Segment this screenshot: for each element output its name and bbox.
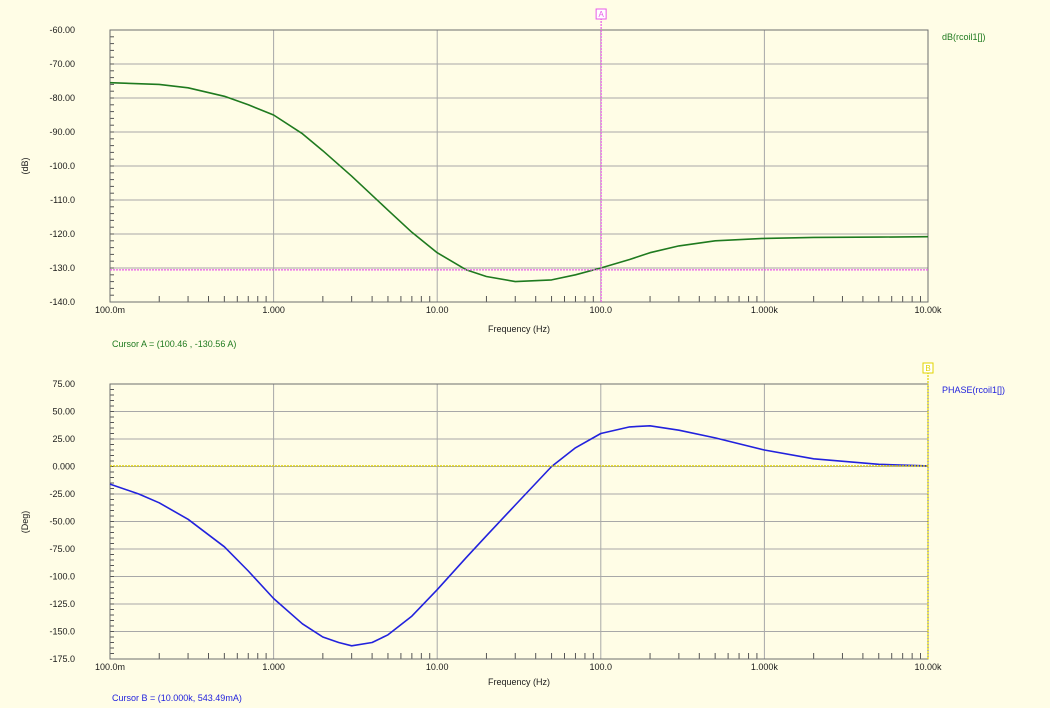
magnitude-x-tick-label: 1.000k: [751, 305, 779, 315]
magnitude-minor-ticks: [110, 29, 922, 303]
magnitude-y-tick-label: -100.0: [49, 161, 75, 171]
magnitude-x-axis-title: Frequency (Hz): [488, 324, 550, 334]
magnitude-y-tick-label: -70.00: [49, 59, 75, 69]
phase-y-axis-title: (Deg): [20, 511, 30, 534]
magnitude-trace-label: dB(rcoil1[]): [942, 32, 986, 42]
cursor-a-handle[interactable]: [595, 8, 607, 20]
magnitude-y-tick-label: -110.0: [50, 195, 75, 205]
magnitude-y-tick-label: -130.0: [49, 263, 75, 273]
phase-y-tick-label: 25.00: [52, 434, 75, 444]
phase-x-tick-label: 100.0: [590, 662, 613, 672]
phase-plot: 75.00 50.00 25.00 0.000 -25.00 -50.00 -75.00 -1…: [20, 362, 1005, 703]
magnitude-x-tick-label: 10.00: [426, 305, 449, 315]
phase-y-tick-label: -50.00: [49, 517, 75, 527]
phase-x-tick-label: 1.000: [262, 662, 285, 672]
cursor-b-marker-label: B: [925, 364, 930, 373]
phase-trace-label: PHASE(rcoil1[]): [942, 385, 1005, 395]
phase-trace-line: [109, 425, 929, 647]
magnitude-y-tick-label: -80.00: [49, 93, 75, 103]
magnitude-y-tick-label: -90.00: [49, 127, 75, 137]
phase-y-tick-label: -75.00: [49, 544, 75, 554]
phase-x-tick-label: 10.00k: [914, 662, 942, 672]
phase-x-tick-label: 10.00: [426, 662, 449, 672]
phase-x-tick-label: 1.000k: [751, 662, 779, 672]
phase-x-tick-label: 100.0m: [95, 662, 125, 672]
magnitude-x-tick-label: 100.0m: [95, 305, 125, 315]
phase-minor-ticks: [110, 383, 922, 660]
phase-y-tick-label: -150.0: [49, 627, 75, 637]
phase-x-tick-labels: 100.0m 1.000 10.00 100.0 1.000k 10.00k: [95, 662, 942, 672]
phase-y-tick-label: -25.00: [49, 489, 75, 499]
phase-y-tick-label: 0.000: [52, 462, 75, 472]
magnitude-y-tick-label: -140.0: [49, 297, 75, 307]
magnitude-y-tick-labels: -60.00 -70.00 -80.00 -90.00 -100.0 -110.0 -120…: [49, 25, 75, 307]
phase-traces: [109, 425, 929, 647]
magnitude-plot: -60.00 -70.00 -80.00 -90.00 -100.0 -110.0 -120…: [20, 8, 986, 349]
phase-y-tick-label: 50.00: [52, 407, 75, 417]
magnitude-plot-frame: [109, 29, 929, 303]
phase-grid: [109, 383, 929, 660]
magnitude-x-tick-label: 1.000: [262, 305, 285, 315]
magnitude-x-tick-labels: 100.0m 1.000 10.00 100.0 1.000k 10.00k: [95, 305, 942, 315]
cursor-a-marker-label: A: [598, 10, 604, 19]
phase-y-tick-label: 75.00: [52, 379, 75, 389]
phase-y-tick-label: -175.0: [49, 654, 75, 664]
magnitude-x-tick-label: 10.00k: [914, 305, 942, 315]
cursor-a-readout: Cursor A = (100.46 , -130.56 A): [112, 339, 236, 349]
magnitude-x-tick-label: 100.0: [590, 305, 613, 315]
magnitude-traces: [109, 81, 929, 283]
magnitude-y-tick-label: -60.00: [49, 25, 75, 35]
phase-y-tick-label: -125.0: [49, 599, 75, 609]
phase-y-tick-labels: 75.00 50.00 25.00 0.000 -25.00 -50.00 -75.00 -1…: [49, 379, 75, 664]
magnitude-grid: [109, 29, 929, 303]
phase-plot-frame: [109, 383, 929, 660]
cursor-b-readout: Cursor B = (10.000k, 543.49mA): [112, 693, 242, 703]
phase-x-axis-title: Frequency (Hz): [488, 677, 550, 687]
phase-y-tick-label: -100.0: [49, 572, 75, 582]
magnitude-y-axis-title: (dB): [20, 157, 30, 174]
cursor-b-handle[interactable]: [922, 362, 934, 374]
magnitude-y-tick-label: -120.0: [49, 229, 75, 239]
magnitude-trace-line: [109, 81, 929, 283]
